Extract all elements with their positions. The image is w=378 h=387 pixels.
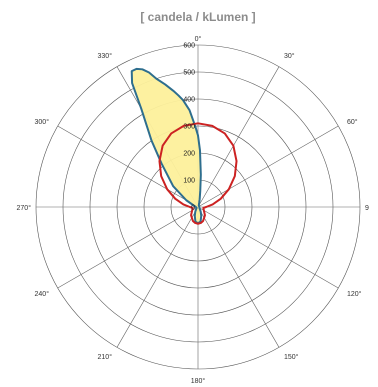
radial-label-0: 0 [191, 205, 195, 212]
polar-grid [35, 44, 361, 370]
angle-label-30: 30° [284, 52, 295, 60]
radial-label-300: 300 [183, 124, 195, 131]
angle-labels: 0° 30° 60° 9 120° 150° 180° 210° 240° 270° 300° 330… [17, 35, 369, 385]
grid-spoke-120 [197, 206, 339, 289]
grid-spoke-300 [57, 125, 199, 208]
angle-label-180: 180° [191, 377, 206, 385]
angle-label-120: 120° [347, 290, 362, 298]
grid-spoke-210 [116, 206, 199, 348]
angle-label-330: 330° [98, 52, 113, 60]
grid-spoke-30 [197, 66, 280, 208]
radial-label-500: 500 [183, 70, 195, 77]
angle-label-240: 240° [35, 290, 50, 298]
angle-label-90: 9 [365, 205, 369, 212]
radial-label-100: 100 [183, 178, 195, 185]
angle-label-210: 210° [98, 353, 113, 361]
angle-label-150: 150° [284, 353, 299, 361]
series-line-1 [130, 67, 203, 225]
angle-label-300: 300° [35, 118, 50, 126]
grid-spoke-60 [197, 125, 339, 208]
chart-title: [ candela / kLumen ] [140, 10, 255, 24]
grid-spoke-150 [197, 206, 280, 348]
grid-spoke-240 [57, 206, 199, 289]
radial-tick-labels: 0 100 200 300 400 500 600 [183, 43, 195, 212]
series-line-2 [158, 122, 238, 225]
radial-label-600: 600 [183, 43, 195, 50]
radial-label-400: 400 [183, 97, 195, 104]
radial-label-200: 200 [183, 151, 195, 158]
angle-label-270: 270° [17, 204, 32, 212]
angle-label-60: 60° [347, 118, 358, 126]
angle-label-0: 0° [195, 35, 202, 43]
series-group [130, 67, 238, 225]
